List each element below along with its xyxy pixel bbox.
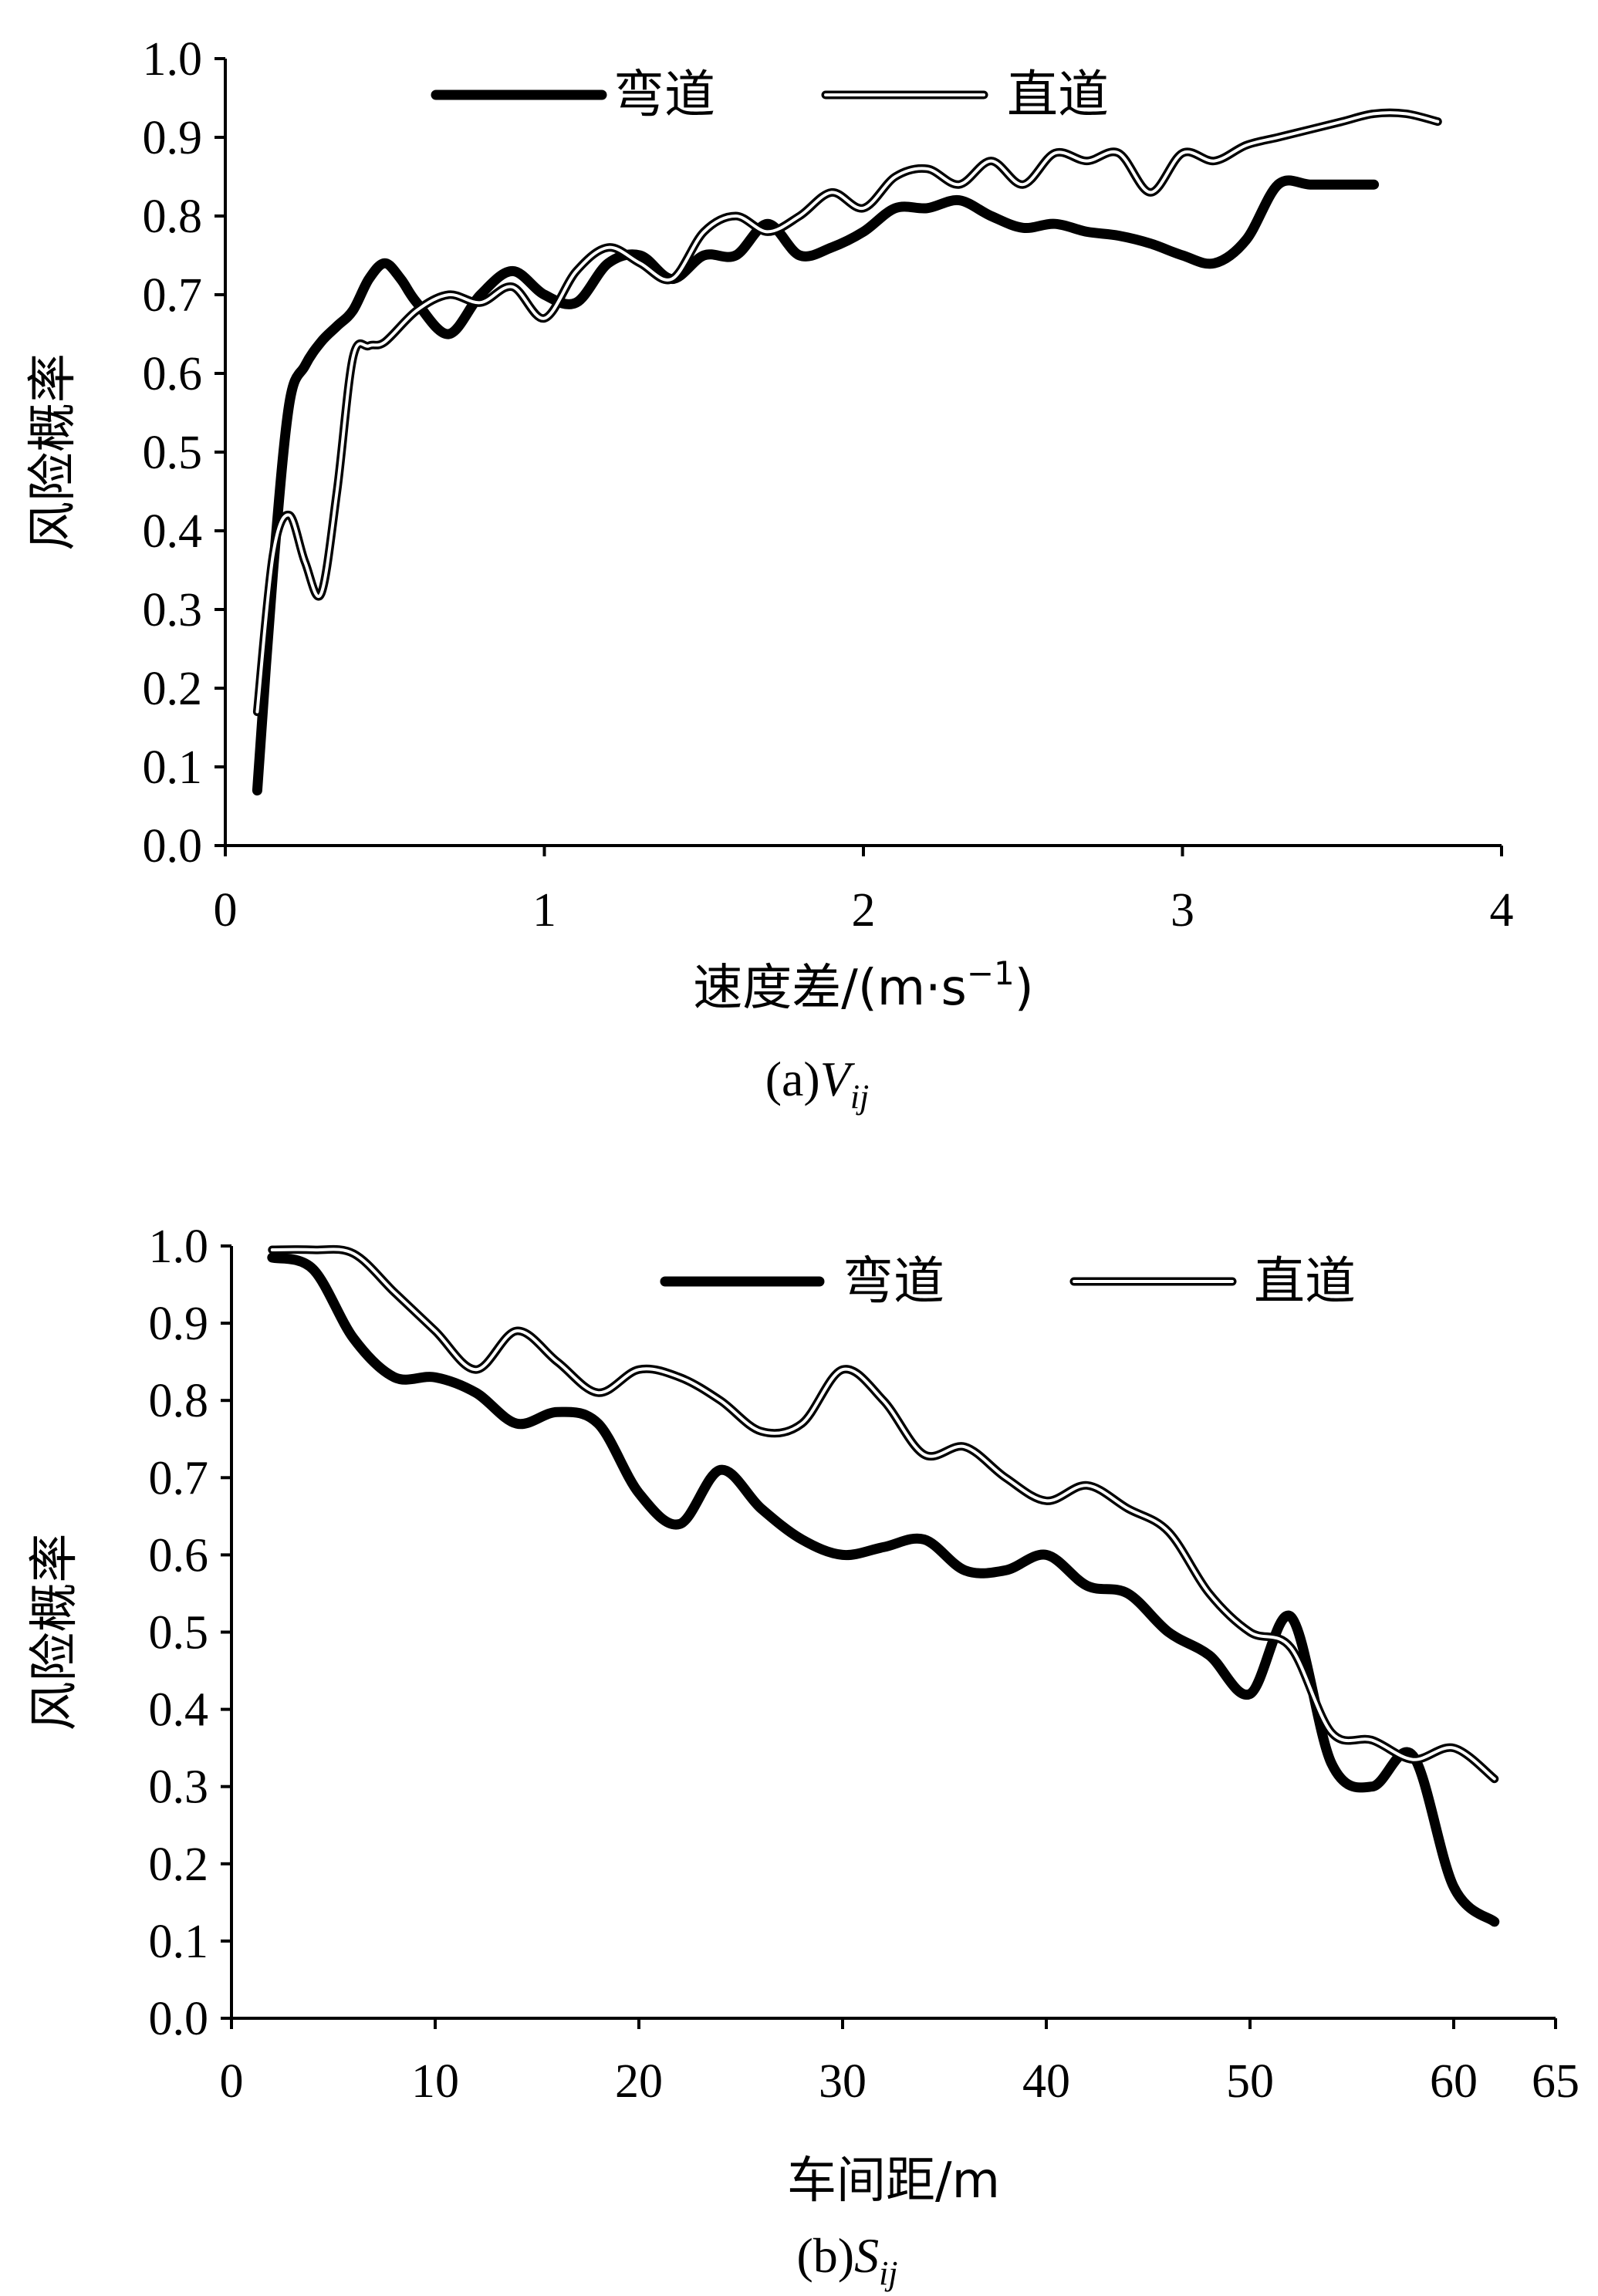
x-tick-label: 0 <box>214 884 238 937</box>
y-tick-label: 0.6 <box>143 348 203 400</box>
x-tick-label: 3 <box>1171 884 1194 937</box>
x-tick-label: 0 <box>220 2055 244 2108</box>
caption-prefix: (a) <box>765 1052 820 1106</box>
series-line-直道 <box>268 1244 1499 1784</box>
y-tick-label: 0.8 <box>143 191 203 243</box>
chart-a: 0.0 0.1 0.2 0.3 0.4 0.5 0.6 0.7 0.8 0.9 1.0 0 1 2 3 4 速度… <box>25 33 1514 1116</box>
x-tick-label: 1 <box>532 884 556 937</box>
x-tick-label: 60 <box>1430 2055 1478 2108</box>
y-axis-title: 风险概率 <box>26 1534 83 1731</box>
legend-label: 弯道 <box>613 65 715 124</box>
y-tick-label: 0.5 <box>149 1607 209 1660</box>
caption-prefix: (b) <box>796 2228 854 2283</box>
y-tick-label: 1.0 <box>149 1221 209 1273</box>
y-tick-label: 0.1 <box>149 1916 209 1968</box>
chart-b: 0.0 0.1 0.2 0.3 0.4 0.5 0.6 0.7 0.8 0.9 1.0 0 10 20 30… <box>26 1221 1579 2292</box>
y-tick-label: 0.1 <box>143 741 203 794</box>
y-tick-label: 0.4 <box>143 505 203 558</box>
y-tick-label: 0.9 <box>149 1298 209 1350</box>
y-tick-label: 0.7 <box>143 269 203 322</box>
x-tick-label: 10 <box>411 2055 459 2108</box>
x-axis-title-close: ) <box>1015 960 1034 1017</box>
y-tick-label: 0.0 <box>143 820 203 873</box>
caption-subscript: ij <box>850 1078 869 1116</box>
x-axis-title: 速度差/(m·s−1) <box>693 954 1033 1017</box>
y-tick-label: 0.8 <box>149 1375 209 1427</box>
series-line-直道 <box>252 108 1442 717</box>
legend-label: 弯道 <box>843 1251 944 1311</box>
y-tick-label: 0.3 <box>143 584 203 636</box>
chart-caption: (a)Vij <box>765 1052 870 1116</box>
y-tick-label: 0.7 <box>149 1452 209 1504</box>
y-tick-label: 0.2 <box>149 1838 209 1891</box>
caption-variable: V <box>820 1052 856 1106</box>
series-line-outer <box>268 1244 1499 1784</box>
caption-subscript: ij <box>879 2254 897 2292</box>
x-tick-label: 4 <box>1490 884 1514 937</box>
x-axis-title-text: 车间距/m <box>787 2152 1000 2210</box>
series-line-弯道 <box>252 175 1380 796</box>
x-axis-title: 车间距/m <box>787 2152 1000 2210</box>
y-tick-label: 0.3 <box>149 1761 209 1814</box>
y-tick-label: 0.0 <box>149 1993 209 2045</box>
legend-label: 直道 <box>1254 1251 1356 1311</box>
y-axis-title: 风险概率 <box>25 353 82 551</box>
x-tick-label: 40 <box>1022 2055 1070 2108</box>
series-line-inner <box>255 111 1440 714</box>
y-tick-label: 1.0 <box>143 33 203 86</box>
series-line-inner <box>270 1248 1496 1781</box>
x-tick-label: 50 <box>1226 2055 1274 2108</box>
y-tick-label: 0.9 <box>143 112 203 164</box>
x-tick-label: 30 <box>819 2055 867 2108</box>
legend-label: 直道 <box>1007 65 1109 124</box>
x-axis-title-text: 速度差/(m·s <box>693 960 967 1017</box>
chart-caption: (b)Sij <box>796 2228 897 2292</box>
y-tick-label: 0.6 <box>149 1529 209 1582</box>
x-tick-label: 2 <box>852 884 876 937</box>
y-tick-label: 0.2 <box>143 663 203 715</box>
y-tick-label: 0.5 <box>143 427 203 479</box>
x-tick-label: 65 <box>1532 2055 1579 2108</box>
x-axis-title-superscript: −1 <box>967 954 1015 992</box>
y-tick-label: 0.4 <box>149 1684 209 1737</box>
x-tick-label: 20 <box>615 2055 663 2108</box>
caption-variable: S <box>854 2228 879 2283</box>
